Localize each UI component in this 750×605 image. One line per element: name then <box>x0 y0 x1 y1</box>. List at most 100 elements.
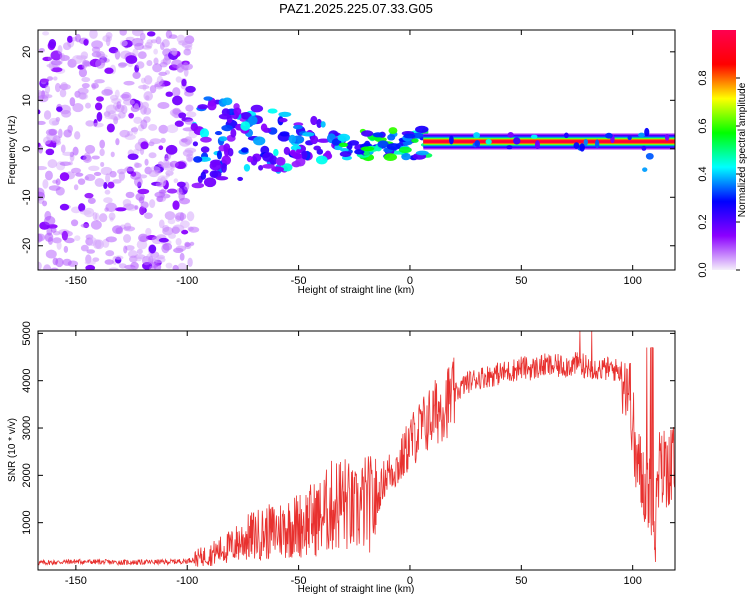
heatmap-cell <box>98 213 108 223</box>
heatmap-cell <box>146 31 156 37</box>
heatmap-cell <box>183 48 192 56</box>
heatmap-cell <box>250 104 264 113</box>
heatmap-cell <box>404 140 413 145</box>
heatmap-cell <box>59 203 70 211</box>
x-tick-label: 100 <box>624 275 642 287</box>
heatmap-cell <box>165 91 173 97</box>
heatmap-cell <box>59 161 72 166</box>
heatmap-cell <box>44 215 56 226</box>
heatmap-cell <box>118 263 127 269</box>
heatmap-cell <box>91 82 99 89</box>
heatmap-cell <box>645 152 654 160</box>
heatmap-cell <box>127 153 139 160</box>
colorbar-label: Normalized spectral amplitude <box>737 82 748 217</box>
heatmap-cell <box>125 55 138 64</box>
heatmap-cell <box>38 109 41 115</box>
heatmap-cell <box>72 103 84 113</box>
heatmap-cell <box>123 245 128 254</box>
heatmap-cell <box>172 87 181 97</box>
heatmap-cell <box>209 170 219 178</box>
heatmap-cell <box>79 210 92 215</box>
heatmap-cell <box>641 145 647 151</box>
heatmap-cell <box>63 245 69 253</box>
heatmap-x-axis-label: Height of straight line (km) <box>298 285 415 296</box>
heatmap-y-ticks: -20 -10 0 10 20 <box>21 46 675 254</box>
heatmap-cell <box>129 266 136 270</box>
heatmap-cell <box>165 262 173 269</box>
heatmap-cell <box>387 134 396 141</box>
heatmap-cell <box>78 92 87 100</box>
heatmap-cell <box>105 173 111 184</box>
heatmap-cell <box>243 164 251 172</box>
heatmap-cell <box>137 188 150 195</box>
snr-x-axis-label: Height of straight line (km) <box>298 584 415 595</box>
heatmap-cell <box>42 31 50 36</box>
heatmap-cell <box>175 237 182 246</box>
heatmap-cell <box>118 62 127 69</box>
heatmap-cell <box>149 138 162 145</box>
heatmap-cell <box>131 30 144 37</box>
heatmap-cell <box>398 146 412 154</box>
heatmap-cell <box>260 123 268 132</box>
heatmap-cell <box>310 135 319 145</box>
heatmap-cell <box>169 160 179 168</box>
x-tick-label: -150 <box>65 575 87 587</box>
heatmap-cell <box>233 107 242 116</box>
heatmap-cell <box>60 144 66 153</box>
heatmap-cell <box>133 176 143 187</box>
heatmap-cell <box>69 97 76 107</box>
heatmap-cell <box>189 241 195 246</box>
heatmap-cell <box>48 185 61 191</box>
heatmap-cell <box>119 39 128 47</box>
heatmap-cell <box>140 119 148 130</box>
heatmap-cell <box>61 230 69 241</box>
heatmap-cell <box>89 30 98 39</box>
heatmap-cell <box>310 115 318 126</box>
heatmap-cell <box>506 145 513 150</box>
heatmap-cell <box>59 88 67 98</box>
heatmap-cell <box>160 137 166 144</box>
heatmap-cell <box>164 211 176 221</box>
heatmap-cell <box>59 172 70 182</box>
heatmap-cell <box>184 241 191 247</box>
heatmap-cell <box>415 150 429 156</box>
y-tick-label: 0 <box>21 146 33 152</box>
heatmap-cell <box>134 205 139 210</box>
heatmap-cell <box>120 93 130 99</box>
heatmap-cell <box>42 200 48 207</box>
heatmap-cell <box>292 153 303 160</box>
heatmap-cell <box>84 174 96 182</box>
heatmap-cell <box>45 148 55 156</box>
heatmap-cell <box>90 220 102 230</box>
x-tick-label: 0 <box>407 575 413 587</box>
heatmap-cell <box>485 138 492 145</box>
heatmap-cell <box>43 94 53 99</box>
heatmap-cell <box>110 151 115 158</box>
heatmap-marks <box>38 30 675 270</box>
heatmap-cell <box>190 122 199 132</box>
heatmap-cell <box>149 199 156 209</box>
heatmap-cell <box>123 80 135 86</box>
heatmap-cell <box>133 103 140 112</box>
heatmap-cell <box>273 148 279 157</box>
heatmap-cell <box>112 179 122 184</box>
heatmap-cell <box>338 142 349 148</box>
x-tick-label: -50 <box>291 275 307 287</box>
y-tick-label: 10 <box>21 94 33 106</box>
heatmap-cell <box>448 135 454 145</box>
heatmap-cell <box>123 203 135 211</box>
heatmap-cell <box>114 207 127 212</box>
heatmap-cell <box>193 156 203 163</box>
y-tick-label: 5000 <box>21 321 33 345</box>
heatmap-cell <box>50 227 57 233</box>
heatmap-cell <box>160 79 165 84</box>
heatmap-cell <box>573 142 580 149</box>
heatmap-cell <box>125 191 135 199</box>
heatmap-cell <box>279 131 290 137</box>
heatmap-cell <box>403 133 416 139</box>
heatmap-cell <box>94 102 103 111</box>
y-tick-label: 1000 <box>21 510 33 534</box>
heatmap-cell <box>93 239 102 250</box>
heatmap-cell <box>642 167 648 172</box>
